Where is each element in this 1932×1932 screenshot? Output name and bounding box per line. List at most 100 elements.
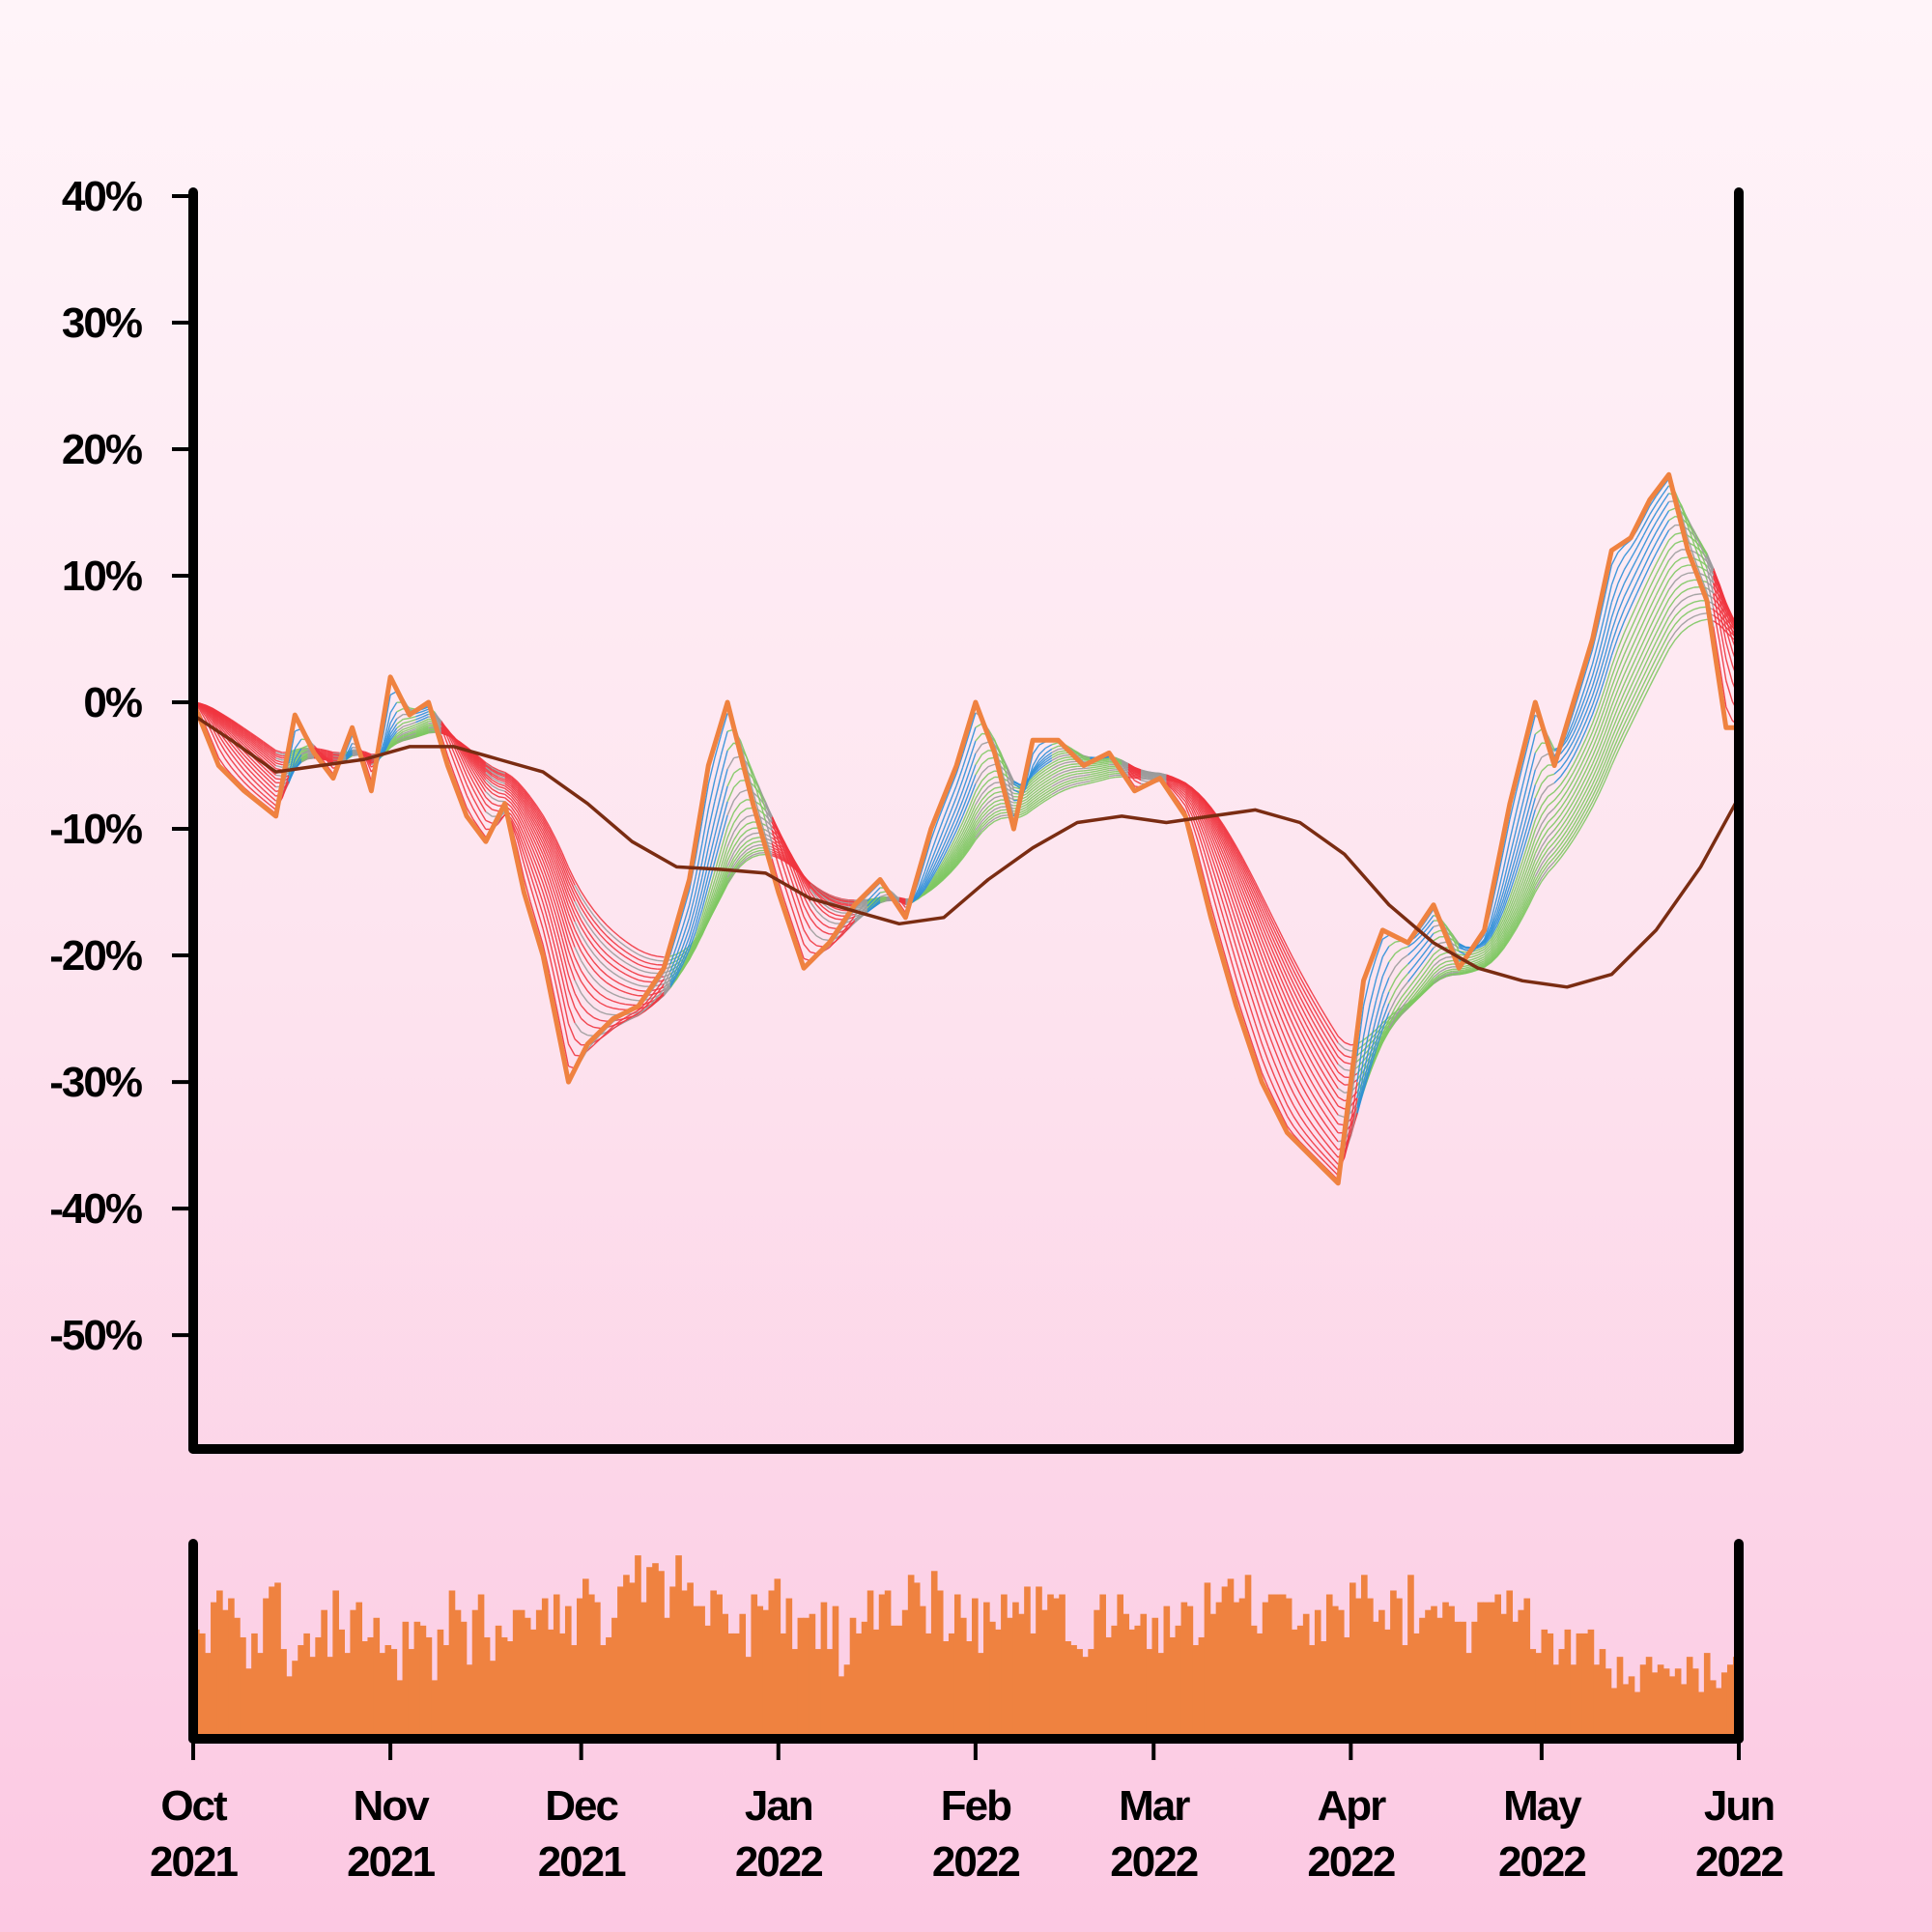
ribbon-segment bbox=[638, 984, 645, 987]
ribbon-segment bbox=[1591, 740, 1600, 757]
ribbon-segment bbox=[1655, 653, 1663, 668]
ribbon-segment bbox=[923, 872, 932, 886]
ribbon-segment bbox=[1293, 1007, 1301, 1021]
ribbon-segment bbox=[237, 723, 245, 729]
ribbon-segment bbox=[542, 817, 551, 831]
ribbon-segment bbox=[771, 816, 780, 835]
ribbon-segment bbox=[746, 838, 753, 843]
ribbon-segment bbox=[472, 808, 480, 820]
ribbon-segment bbox=[1541, 775, 1549, 784]
ribbon-segment bbox=[1261, 898, 1269, 913]
ribbon-segment bbox=[1261, 955, 1269, 974]
ribbon-segment bbox=[771, 858, 780, 882]
ribbon-segment bbox=[1312, 1083, 1321, 1095]
ribbon-segment bbox=[1560, 798, 1568, 809]
ribbon-segment bbox=[918, 887, 925, 897]
ribbon-segment bbox=[523, 828, 531, 844]
ribbon-segment bbox=[199, 705, 207, 715]
ribbon-segment bbox=[1044, 754, 1053, 760]
ribbon-segment bbox=[504, 787, 512, 794]
ribbon-segment bbox=[962, 838, 970, 850]
ribbon-segment bbox=[1369, 1048, 1378, 1070]
ribbon-segment bbox=[542, 928, 551, 955]
ribbon-segment bbox=[326, 764, 334, 775]
ribbon-segment bbox=[1248, 1018, 1257, 1039]
ribbon-segment bbox=[975, 809, 983, 820]
ribbon-segment bbox=[1521, 857, 1530, 876]
ribbon-segment bbox=[256, 739, 264, 746]
ribbon-segment bbox=[1318, 1010, 1326, 1023]
ribbon-segment bbox=[1083, 776, 1091, 779]
ribbon-segment bbox=[1293, 1025, 1301, 1040]
ribbon-segment bbox=[1064, 774, 1071, 779]
volume-bar bbox=[704, 1625, 711, 1739]
ribbon-segment bbox=[746, 821, 753, 825]
ribbon-segment bbox=[943, 863, 952, 873]
ribbon-segment bbox=[523, 799, 531, 810]
ribbon-segment bbox=[1534, 756, 1543, 771]
ribbon-segment bbox=[1051, 758, 1059, 764]
ribbon-segment bbox=[1502, 935, 1511, 947]
ribbon-segment bbox=[1083, 757, 1091, 761]
ribbon-segment bbox=[764, 803, 773, 822]
ribbon-segment bbox=[421, 725, 429, 730]
ribbon-segment bbox=[1267, 940, 1275, 956]
ribbon-segment bbox=[523, 863, 531, 887]
ribbon-segment bbox=[1541, 796, 1549, 807]
ribbon-segment bbox=[459, 751, 468, 765]
ribbon-segment bbox=[1280, 1077, 1289, 1094]
ribbon-segment bbox=[1394, 1009, 1403, 1020]
ribbon-segment bbox=[383, 712, 391, 743]
ribbon-segment bbox=[1420, 955, 1428, 966]
ribbon-segment bbox=[962, 823, 970, 838]
ribbon-segment bbox=[1179, 793, 1186, 803]
ribbon-segment bbox=[198, 709, 207, 722]
ribbon-segment bbox=[1147, 772, 1154, 776]
ribbon-segment bbox=[663, 971, 671, 985]
ribbon-segment bbox=[492, 788, 499, 794]
ribbon-segment bbox=[1394, 989, 1403, 1001]
ribbon-segment bbox=[549, 870, 556, 890]
ribbon-segment bbox=[1496, 923, 1505, 936]
volume-bar bbox=[843, 1664, 851, 1739]
ribbon-segment bbox=[1509, 811, 1518, 840]
ribbon-segment bbox=[1439, 974, 1447, 979]
ribbon-segment bbox=[1077, 775, 1084, 778]
ribbon-segment bbox=[504, 771, 512, 778]
ribbon-segment bbox=[1273, 935, 1282, 951]
ribbon-segment bbox=[1502, 885, 1511, 905]
ribbon-segment bbox=[618, 976, 627, 981]
ribbon-segment bbox=[224, 744, 233, 754]
ribbon-segment bbox=[688, 944, 696, 959]
volume-bar bbox=[1267, 1594, 1275, 1739]
ribbon-segment bbox=[517, 825, 526, 841]
ribbon-segment bbox=[1381, 977, 1390, 995]
ribbon-segment bbox=[1490, 953, 1498, 962]
volume-bar bbox=[1367, 1598, 1374, 1739]
ribbon-segment bbox=[492, 797, 499, 802]
ribbon-segment bbox=[803, 884, 811, 896]
ribbon-segment bbox=[1515, 785, 1523, 813]
ribbon-segment bbox=[269, 751, 277, 757]
ribbon-segment bbox=[1521, 876, 1530, 894]
ribbon-segment bbox=[1051, 784, 1059, 790]
ribbon-segment bbox=[1293, 1125, 1301, 1136]
ribbon-segment bbox=[561, 937, 570, 963]
volume-bar bbox=[1036, 1586, 1042, 1739]
ribbon-segment bbox=[618, 935, 627, 943]
ribbon-segment bbox=[478, 757, 487, 765]
ribbon-segment bbox=[517, 835, 526, 855]
ribbon-segment bbox=[478, 800, 487, 812]
ribbon-segment bbox=[535, 907, 544, 929]
ribbon-segment bbox=[968, 818, 977, 833]
ribbon-segment bbox=[1636, 692, 1644, 706]
ribbon-segment bbox=[523, 810, 531, 824]
ribbon-segment bbox=[764, 820, 773, 843]
ribbon-segment bbox=[1324, 1132, 1333, 1143]
ribbon-segment bbox=[1541, 859, 1549, 870]
ribbon-segment bbox=[1566, 794, 1575, 807]
ribbon-segment bbox=[237, 728, 245, 736]
ribbon-segment bbox=[1305, 1009, 1314, 1022]
ribbon-segment bbox=[1541, 867, 1549, 879]
ribbon-segment bbox=[1591, 749, 1600, 765]
